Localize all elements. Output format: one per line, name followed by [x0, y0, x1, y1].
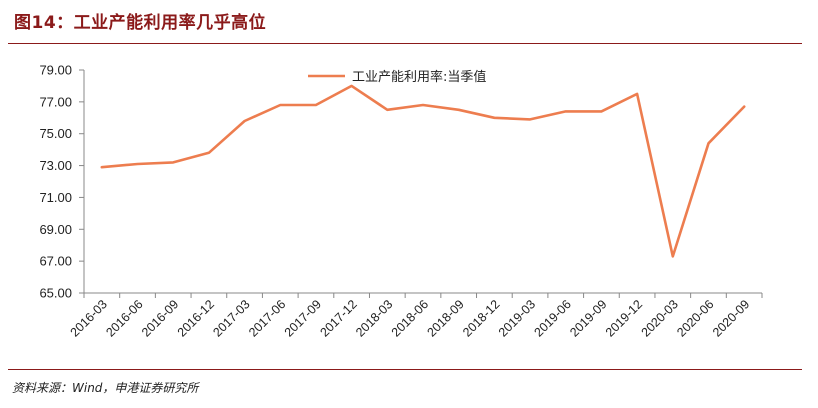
chart-axes — [83, 70, 762, 294]
x-tick-label: 2017-06 — [246, 297, 288, 339]
x-tick-label: 2020-09 — [710, 297, 752, 339]
y-axis-ticks: 79.00 77.00 75.00 73.00 71.00 69.00 67.00 65.00 — [39, 63, 84, 301]
y-tick-label: 77.00 — [39, 94, 72, 109]
x-tick-label: 2017-12 — [317, 297, 359, 339]
x-tick-label: 2019-09 — [567, 297, 609, 339]
x-tick-label: 2019-03 — [496, 297, 538, 339]
footer-divider — [8, 369, 802, 370]
x-tick-label: 2020-06 — [674, 297, 716, 339]
y-tick-label: 75.00 — [39, 126, 72, 141]
x-tick-label: 2018-12 — [460, 297, 502, 339]
x-tick-label: 2016-12 — [175, 297, 217, 339]
source-note: 资料来源：Wind，申港证券研究所 — [12, 381, 199, 395]
series-line — [100, 84, 746, 258]
x-axis-ticks: 2016-032016-062016-092016-122017-032017-… — [68, 293, 763, 340]
x-tick-label: 2019-12 — [603, 297, 645, 339]
chart-legend: 工业产能利用率:当季值 — [308, 69, 486, 85]
line-chart: 79.00 77.00 75.00 73.00 71.00 69.00 67.00 65.00… — [39, 63, 763, 340]
x-tick-label: 2017-03 — [210, 297, 252, 339]
figure-title: 图14：工业产能利用率几乎高位 — [14, 13, 267, 33]
x-tick-label: 2018-03 — [353, 297, 395, 339]
x-tick-label: 2016-09 — [139, 297, 181, 339]
x-tick-label: 2016-06 — [103, 297, 145, 339]
title-divider — [8, 43, 802, 44]
x-tick-label: 2020-03 — [639, 297, 681, 339]
y-tick-label: 71.00 — [39, 190, 72, 205]
x-tick-label: 2016-03 — [68, 297, 110, 339]
x-tick-label: 2018-06 — [389, 297, 431, 339]
legend-label: 工业产能利用率:当季值 — [352, 69, 486, 85]
y-tick-label: 65.00 — [39, 286, 72, 301]
y-tick-label: 69.00 — [39, 222, 72, 237]
x-tick-label: 2019-06 — [532, 297, 574, 339]
y-tick-label: 73.00 — [39, 158, 72, 173]
chart-series — [100, 84, 746, 258]
x-tick-label: 2017-09 — [282, 297, 324, 339]
y-tick-label: 79.00 — [39, 63, 72, 78]
x-tick-label: 2018-09 — [424, 297, 466, 339]
y-tick-label: 67.00 — [39, 254, 72, 269]
